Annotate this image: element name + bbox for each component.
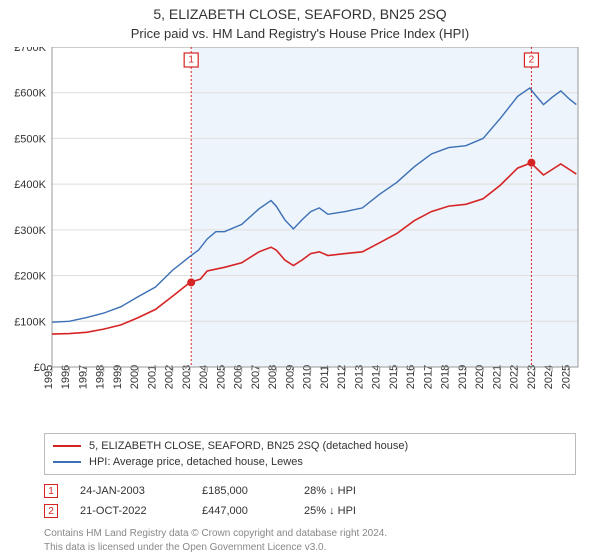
svg-text:2007: 2007	[250, 365, 262, 389]
svg-text:£100K: £100K	[14, 316, 46, 328]
svg-text:1: 1	[188, 55, 194, 66]
svg-text:£600K: £600K	[14, 88, 46, 100]
svg-text:2019: 2019	[457, 365, 469, 389]
sale-summary: 1 24-JAN-2003 £185,000 28% ↓ HPI 2 21-OCT-202…	[44, 481, 576, 521]
sale-price: £447,000	[202, 505, 282, 517]
svg-text:1998: 1998	[95, 365, 107, 389]
svg-text:2024: 2024	[543, 365, 555, 389]
footnote-line-1: Contains HM Land Registry data © Crown c…	[44, 527, 576, 541]
footnote: Contains HM Land Registry data © Crown c…	[44, 527, 576, 554]
sale-vs-hpi: 28% ↓ HPI	[304, 485, 404, 497]
svg-text:2006: 2006	[233, 365, 245, 389]
svg-text:£700K: £700K	[14, 47, 46, 54]
sale-marker-box: 2	[44, 504, 58, 518]
svg-text:2000: 2000	[129, 365, 141, 389]
svg-text:2010: 2010	[302, 365, 314, 389]
footnote-line-2: This data is licensed under the Open Gov…	[44, 541, 576, 555]
svg-text:2012: 2012	[336, 365, 348, 389]
sale-price: £185,000	[202, 485, 282, 497]
svg-text:1995: 1995	[43, 365, 55, 389]
svg-text:2014: 2014	[371, 365, 383, 389]
sale-vs-hpi: 25% ↓ HPI	[304, 505, 404, 517]
svg-text:2018: 2018	[440, 365, 452, 389]
legend-swatch	[53, 445, 81, 447]
svg-text:1996: 1996	[60, 365, 72, 389]
sale-date: 21-OCT-2022	[80, 505, 180, 517]
legend-label: 5, ELIZABETH CLOSE, SEAFORD, BN25 2SQ (d…	[89, 440, 408, 452]
chart-subtitle: Price paid vs. HM Land Registry's House …	[0, 22, 600, 47]
svg-text:2017: 2017	[422, 365, 434, 389]
svg-text:2002: 2002	[164, 365, 176, 389]
svg-text:2021: 2021	[491, 365, 503, 389]
svg-text:2020: 2020	[474, 365, 486, 389]
svg-text:2005: 2005	[215, 365, 227, 389]
svg-text:£200K: £200K	[14, 271, 46, 283]
svg-text:2008: 2008	[267, 365, 279, 389]
chart-area: £0£100K£200K£300K£400K£500K£600K£700K199…	[0, 47, 600, 427]
legend-item: HPI: Average price, detached house, Lewe…	[53, 454, 567, 470]
svg-text:2015: 2015	[388, 365, 400, 389]
svg-text:2025: 2025	[560, 365, 572, 389]
sale-row: 2 21-OCT-2022 £447,000 25% ↓ HPI	[44, 501, 576, 521]
legend-swatch	[53, 461, 81, 463]
chart-title: 5, ELIZABETH CLOSE, SEAFORD, BN25 2SQ	[0, 0, 600, 22]
svg-text:£300K: £300K	[14, 225, 46, 237]
sale-marker-box: 1	[44, 484, 58, 498]
svg-text:1997: 1997	[77, 365, 89, 389]
legend: 5, ELIZABETH CLOSE, SEAFORD, BN25 2SQ (d…	[44, 433, 576, 475]
svg-text:2016: 2016	[405, 365, 417, 389]
svg-text:2009: 2009	[284, 365, 296, 389]
svg-text:1999: 1999	[112, 365, 124, 389]
svg-text:2011: 2011	[319, 365, 331, 389]
svg-text:2004: 2004	[198, 365, 210, 389]
sale-row: 1 24-JAN-2003 £185,000 28% ↓ HPI	[44, 481, 576, 501]
svg-text:2003: 2003	[181, 365, 193, 389]
legend-item: 5, ELIZABETH CLOSE, SEAFORD, BN25 2SQ (d…	[53, 438, 567, 454]
svg-text:2023: 2023	[526, 365, 538, 389]
svg-text:2013: 2013	[353, 365, 365, 389]
svg-text:2: 2	[529, 55, 535, 66]
svg-text:2001: 2001	[146, 365, 158, 389]
legend-label: HPI: Average price, detached house, Lewe…	[89, 456, 303, 468]
sale-date: 24-JAN-2003	[80, 485, 180, 497]
svg-text:£400K: £400K	[14, 179, 46, 191]
svg-text:£500K: £500K	[14, 133, 46, 145]
line-chart-svg: £0£100K£200K£300K£400K£500K£600K£700K199…	[0, 47, 600, 427]
svg-text:2022: 2022	[509, 365, 521, 389]
